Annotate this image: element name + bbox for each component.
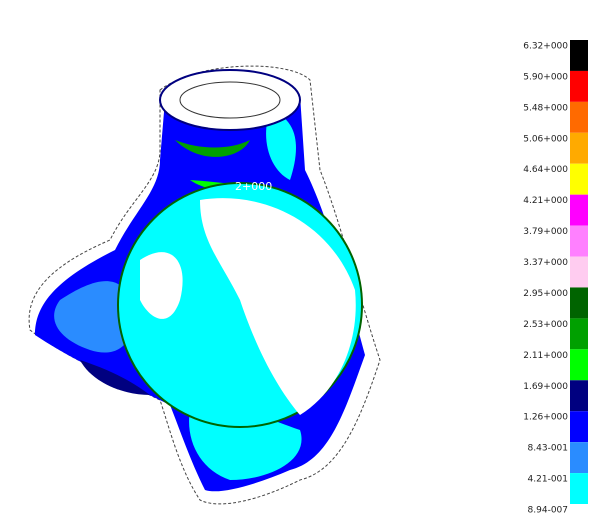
legend-label: 4.64+000 <box>523 165 568 175</box>
legend-label: 2.53+000 <box>523 320 568 330</box>
legend-swatch <box>570 349 588 380</box>
legend-label: 5.90+000 <box>523 72 568 82</box>
fea-model: 2+000 <box>29 66 380 504</box>
legend-label: 2.95+000 <box>523 289 568 299</box>
legend-swatch <box>570 380 588 411</box>
top-face <box>160 70 300 130</box>
legend-swatch <box>570 257 588 288</box>
legend-label: 4.21+000 <box>523 196 568 206</box>
legend-swatch <box>570 226 588 257</box>
legend-swatch <box>570 195 588 226</box>
legend-label: 3.79+000 <box>523 227 568 237</box>
legend-label: 1.26+000 <box>523 413 568 423</box>
legend-swatch <box>570 318 588 349</box>
legend-label: 2.11+000 <box>523 351 568 361</box>
legend-swatch <box>570 40 588 71</box>
screen: 2+000 6.32+000 5.90+000 5.48+000 5.06+000 4.… <box>0 0 589 520</box>
legend-label: 6.32+000 <box>523 42 568 52</box>
legend-label: 4.21-001 <box>528 475 568 485</box>
legend-swatch <box>570 473 588 504</box>
legend-swatch <box>570 442 588 473</box>
legend-label: 1.69+000 <box>523 382 568 392</box>
legend-label: 3.37+000 <box>523 258 568 268</box>
annotation: 2+000 <box>235 180 272 193</box>
legend-swatch <box>570 411 588 442</box>
legend-swatch <box>570 102 588 133</box>
legend-label: 8.43-001 <box>528 444 568 454</box>
legend-swatch <box>570 164 588 195</box>
legend-label: 5.48+000 <box>523 103 568 113</box>
legend-swatch <box>570 71 588 102</box>
legend-label: 5.06+000 <box>523 134 568 144</box>
legend: 6.32+000 5.90+000 5.48+000 5.06+000 4.64+000… <box>523 40 588 516</box>
legend-swatch <box>570 287 588 318</box>
legend-swatch <box>570 133 588 164</box>
legend-label: 8.94-007 <box>528 506 568 516</box>
